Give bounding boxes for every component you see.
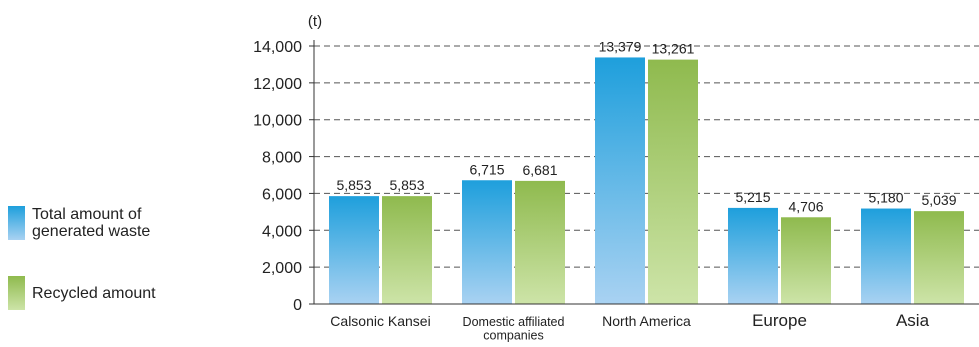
bar-total [462,180,512,304]
legend-item-total: Total amount of generated waste [8,206,232,240]
data-label: 13,261 [652,41,695,57]
data-label: 6,681 [522,162,557,178]
bar-total [329,196,379,304]
x-tick-label: Calsonic Kansei [330,313,430,329]
legend-swatch-recycled [8,276,25,310]
x-tick-label: Europe [752,311,807,330]
x-tick-label: Asia [896,311,930,330]
bars: 5,853 5,853 6,715 6,681 13,379 13,261 5,215 4,7… [329,38,964,305]
y-tick-label: 10,000 [253,113,302,130]
y-tick-label: 12,000 [253,76,302,93]
data-label: 5,853 [336,177,371,193]
bar-total [861,208,911,304]
bar-recycled [781,217,831,304]
data-label: 6,715 [469,161,504,177]
bar-recycled [382,196,432,304]
x-tick-label: North America [602,313,691,329]
y-tick-label: 14,000 [253,39,302,56]
data-label: 4,706 [788,198,823,214]
legend-item-recycled: Recycled amount [8,276,232,310]
legend-label-recycled: Recycled amount [32,284,156,302]
data-label: 5,215 [735,189,770,205]
y-tick-label: 6,000 [262,186,302,203]
y-tick-label: 4,000 [262,223,302,240]
data-label: 5,039 [921,192,956,208]
data-label: 5,853 [389,177,424,193]
y-tick-label: 2,000 [262,260,302,277]
x-tick-label: Domestic affiliated companies [463,315,565,343]
legend-label-total: Total amount of generated waste [32,206,151,240]
y-tick-label: 0 [293,297,302,314]
data-label: 5,180 [868,190,903,206]
bar-recycled [914,211,964,304]
bar-total [595,57,645,305]
data-label: 13,379 [599,38,642,54]
y-axis-unit-label: (t) [308,13,322,30]
bar-total [728,207,778,304]
bar-recycled [515,180,565,304]
bar-recycled [648,59,698,304]
y-tick-label: 8,000 [262,150,302,167]
axes: 0 2,000 4,000 6,000 8,000 10,000 12,000 14,000 C… [253,39,979,343]
legend-swatch-total [8,206,25,240]
